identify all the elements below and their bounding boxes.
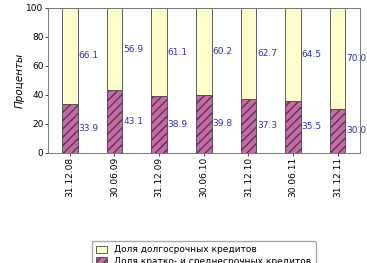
Text: 37.3: 37.3 bbox=[257, 121, 277, 130]
Bar bbox=[106, 8, 122, 90]
Bar bbox=[62, 104, 77, 153]
Text: 56.9: 56.9 bbox=[123, 44, 143, 54]
Text: 43.1: 43.1 bbox=[123, 117, 143, 126]
Bar bbox=[240, 99, 256, 153]
Bar bbox=[62, 8, 77, 104]
Text: 39.8: 39.8 bbox=[212, 119, 233, 128]
Bar bbox=[330, 109, 345, 153]
Text: 33.9: 33.9 bbox=[79, 124, 98, 133]
Text: 66.1: 66.1 bbox=[79, 51, 98, 60]
Text: 60.2: 60.2 bbox=[212, 47, 232, 56]
Text: 64.5: 64.5 bbox=[302, 50, 322, 59]
Bar bbox=[151, 96, 167, 153]
Bar bbox=[106, 90, 122, 153]
Bar bbox=[330, 8, 345, 109]
Bar bbox=[151, 8, 167, 96]
Legend: Доля долгосрочных кредитов, Доля кратко- и среднесрочных кредитов: Доля долгосрочных кредитов, Доля кратко-… bbox=[92, 241, 316, 263]
Bar bbox=[285, 101, 301, 153]
Bar bbox=[196, 8, 211, 95]
Text: 35.5: 35.5 bbox=[302, 122, 322, 131]
Bar bbox=[240, 8, 256, 99]
Y-axis label: Проценты: Проценты bbox=[15, 53, 25, 108]
Text: 70.0: 70.0 bbox=[346, 54, 367, 63]
Bar bbox=[196, 95, 211, 153]
Text: 61.1: 61.1 bbox=[168, 48, 188, 57]
Text: 62.7: 62.7 bbox=[257, 49, 277, 58]
Text: 38.9: 38.9 bbox=[168, 120, 188, 129]
Text: 30.0: 30.0 bbox=[346, 126, 367, 135]
Bar bbox=[285, 8, 301, 101]
